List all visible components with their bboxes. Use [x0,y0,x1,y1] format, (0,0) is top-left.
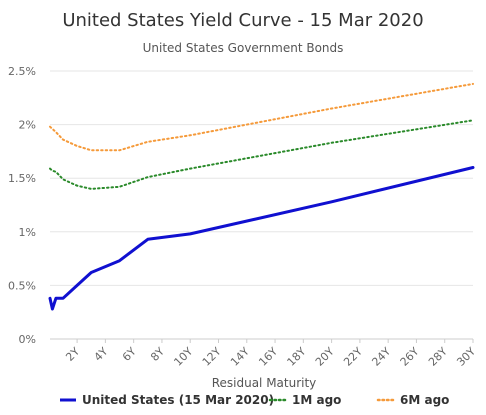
legend: United States (15 Mar 2020) 1M ago 6M ago [60,393,449,407]
x-tick-label: 28Y [426,345,450,369]
y-axis-ticks: 0% 0.5% 1% 1.5% 2% 2.5% [8,65,36,346]
y-tick-label: 2% [19,119,36,132]
x-tick-label: 16Y [256,345,280,369]
legend-label-2[interactable]: 6M ago [400,393,449,407]
y-tick-label: 0.5% [8,279,36,292]
x-tick-label: 30Y [454,345,478,369]
series-line-1 [49,119,474,190]
y-tick-label: 2.5% [8,65,36,78]
x-tick-label: 10Y [171,345,195,369]
x-tick-label: 22Y [341,345,365,369]
x-tick-label: 4Y [92,345,111,364]
x-tick-label: 24Y [369,345,393,369]
series-layer [48,82,475,311]
x-tick-label: 12Y [200,345,224,369]
legend-label-1[interactable]: 1M ago [292,393,341,407]
chart-subtitle: United States Government Bonds [143,41,344,55]
x-tick-label: 8Y [148,345,167,364]
y-tick-label: 0% [19,333,36,346]
x-tick-label: 6Y [120,345,139,364]
series-line-0 [48,166,475,311]
grid-layer [50,70,473,340]
x-tick-label: 14Y [228,345,252,369]
chart-title: United States Yield Curve - 15 Mar 2020 [62,10,423,31]
y-tick-label: 1.5% [8,172,36,185]
series-line-2 [49,82,474,152]
legend-label-0[interactable]: United States (15 Mar 2020) [82,393,274,407]
y-tick-label: 1% [19,226,36,239]
x-tick-label: 26Y [398,345,422,369]
x-tick-label: 2Y [63,345,82,364]
x-tick-label: 20Y [313,345,337,369]
x-axis-ticks: 2Y 4Y 6Y 8Y 10Y 12Y 14Y 16Y 18Y 20Y 22Y 24Y 26Y 28Y 30… [63,339,478,369]
x-axis-title: Residual Maturity [212,376,317,390]
x-tick-label: 18Y [285,345,309,369]
